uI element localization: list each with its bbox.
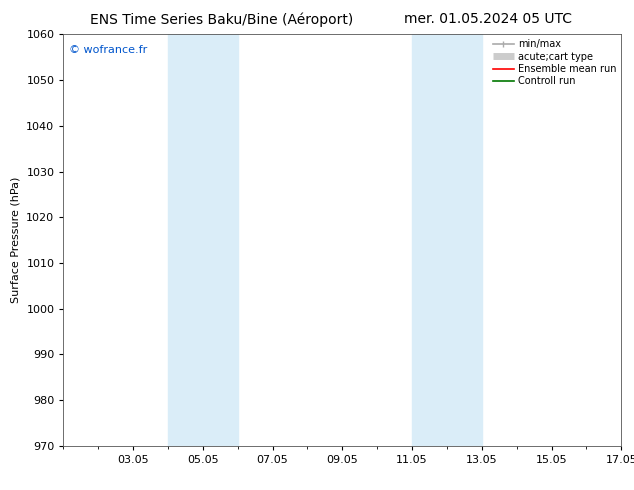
- Bar: [412, 34, 482, 446]
- Legend: min/max, acute;cart type, Ensemble mean run, Controll run: min/max, acute;cart type, Ensemble mean …: [491, 37, 618, 88]
- Text: ENS Time Series Baku/Bine (Aéroport): ENS Time Series Baku/Bine (Aéroport): [90, 12, 354, 27]
- Text: mer. 01.05.2024 05 UTC: mer. 01.05.2024 05 UTC: [404, 12, 572, 26]
- Text: © wofrance.fr: © wofrance.fr: [69, 45, 147, 54]
- Y-axis label: Surface Pressure (hPa): Surface Pressure (hPa): [11, 177, 21, 303]
- Bar: [168, 34, 238, 446]
